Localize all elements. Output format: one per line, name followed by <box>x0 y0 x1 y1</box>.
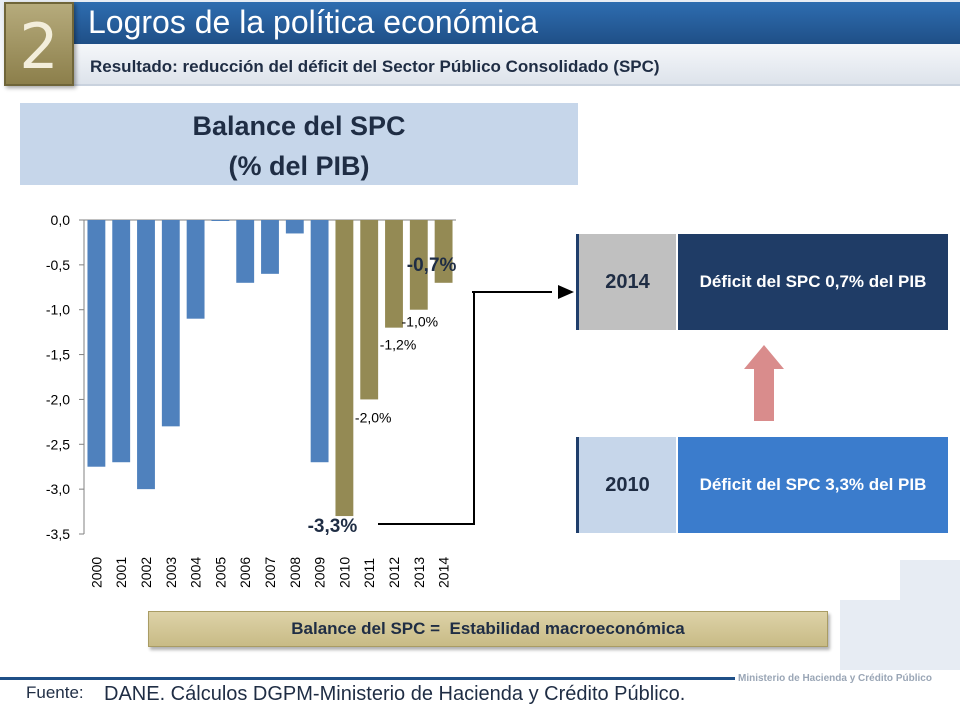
x-tick-label: 2002 <box>138 557 154 588</box>
data-label-2013: -1,0% <box>402 314 439 330</box>
x-tick-label: 2000 <box>88 557 104 588</box>
bar-2008 <box>285 220 304 234</box>
stability-banner: Balance del SPC = Estabilidad macroeconó… <box>148 611 828 647</box>
chart-heading-line1: Balance del SPC <box>192 111 406 141</box>
year-2010-box: 2010 <box>576 437 676 533</box>
data-label-2014: -0,7% <box>407 255 457 276</box>
x-tick-label: 2004 <box>188 557 204 588</box>
bar-2002 <box>137 220 155 490</box>
y-tick-label: -3,0 <box>46 481 70 497</box>
bar-2012 <box>385 220 403 328</box>
x-tick-label: 2007 <box>262 557 278 588</box>
x-tick-label: 2010 <box>336 557 352 588</box>
x-tick-label: 2012 <box>386 557 402 588</box>
y-tick-label: -1,5 <box>46 347 70 363</box>
bar-2004 <box>186 220 205 319</box>
x-tick-label: 2005 <box>212 557 228 588</box>
bar-2007 <box>261 220 279 274</box>
bar-2010 <box>335 220 354 517</box>
bar-2000 <box>87 220 106 467</box>
title-bar <box>72 2 960 44</box>
arrowhead-2014 <box>558 285 574 299</box>
year-2014-box: 2014 <box>576 234 676 330</box>
x-tick-label: 2013 <box>411 557 427 588</box>
bar-2009 <box>310 220 329 463</box>
chart-heading: Balance del SPC (% del PIB) <box>20 103 578 185</box>
up-arrow-icon <box>744 345 784 421</box>
connector-2010 <box>378 292 475 525</box>
x-tick-label: 2009 <box>312 557 328 588</box>
deficit-2014-box: Déficit del SPC 0,7% del PIB <box>678 234 948 330</box>
decorative-shape <box>900 560 960 610</box>
bar-2011 <box>360 220 379 400</box>
subtitle-bar <box>72 46 960 86</box>
y-tick-label: -3,5 <box>46 526 70 542</box>
y-tick-label: 0,0 <box>51 212 71 228</box>
slide-subtitle: Resultado: reducción del déficit del Sec… <box>90 57 660 76</box>
bar-2014 <box>434 220 453 283</box>
x-tick-label: 2008 <box>287 557 303 588</box>
bar-2013 <box>409 220 428 310</box>
x-tick-label: 2011 <box>361 558 377 588</box>
section-number: 2 <box>19 10 59 83</box>
bar-2001 <box>112 220 131 463</box>
y-tick-label: -2,0 <box>46 391 70 407</box>
y-tick-label: -1,0 <box>46 302 70 318</box>
data-label-2012: -1,2% <box>380 337 417 353</box>
data-label-2011: -2,0% <box>355 409 392 425</box>
y-tick-label: -2,5 <box>46 436 70 452</box>
y-tick-label: -0,5 <box>46 257 70 273</box>
bar-2005 <box>211 220 230 221</box>
footer-divider <box>0 677 735 680</box>
bar-2003 <box>161 220 180 427</box>
source-label: Fuente: <box>26 683 84 702</box>
decorative-shape <box>840 600 960 670</box>
x-tick-label: 2001 <box>113 557 129 588</box>
section-number-badge: 2 <box>4 2 74 86</box>
data-label-2010: -3,3% <box>308 516 358 537</box>
ministry-logo-text: Ministerio de Hacienda y Crédito Público <box>738 673 932 684</box>
bar-2006 <box>236 220 255 283</box>
source-text: DANE. Cálculos DGPM-Ministerio de Hacien… <box>104 683 686 705</box>
slide-title: Logros de la política económica <box>88 4 539 40</box>
chart-heading-line2: (% del PIB) <box>228 151 370 181</box>
x-tick-label: 2006 <box>237 557 253 588</box>
x-tick-label: 2014 <box>436 557 452 588</box>
deficit-2010-box: Déficit del SPC 3,3% del PIB <box>678 437 948 533</box>
x-tick-label: 2003 <box>163 557 179 588</box>
